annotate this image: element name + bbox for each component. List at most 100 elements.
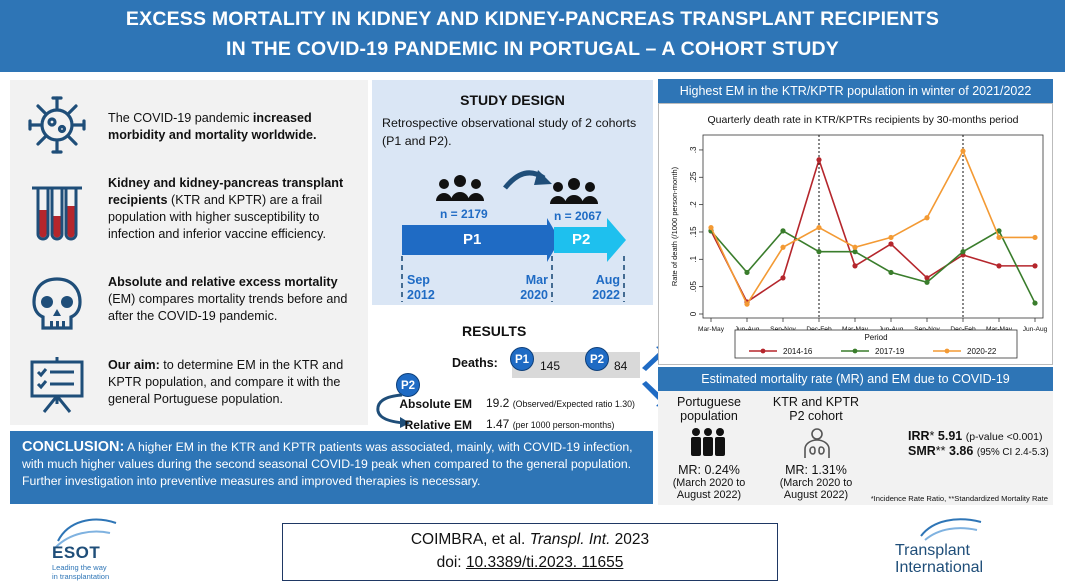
deaths-label: Deaths: bbox=[452, 356, 498, 370]
series-point-2020-22 bbox=[816, 224, 822, 231]
chart-panel: Quarterly death rate in KTR/KPTRs recipi… bbox=[658, 103, 1053, 365]
y-tick-label: .15 bbox=[689, 226, 698, 238]
series-point-2020-22 bbox=[924, 215, 930, 221]
chart-header: Highest EM in the KTR/KPTR population in… bbox=[658, 79, 1053, 103]
citation-box: COIMBRA, et al. Transpl. Int. 2023 doi: … bbox=[282, 523, 778, 581]
virus-icon bbox=[28, 96, 86, 154]
portuguese-mr-period: (March 2020 to August 2022) bbox=[672, 477, 746, 501]
series-point-2017-19 bbox=[888, 269, 894, 276]
series-point-2017-19 bbox=[744, 269, 750, 276]
portuguese-population-label: Portuguese population bbox=[677, 395, 741, 423]
portuguese-mr: MR: 0.24% bbox=[678, 463, 740, 477]
series-point-2014-16 bbox=[780, 275, 786, 281]
x-tick-label: Jun-Aug bbox=[879, 326, 904, 333]
series-point-2017-19 bbox=[780, 228, 786, 234]
series-point-2020-22 bbox=[996, 234, 1002, 241]
p2-result-badge: P2 bbox=[396, 373, 420, 397]
background-text-3: Absolute and relative excess mortality (… bbox=[108, 275, 348, 323]
p2-badge: P2 bbox=[585, 347, 609, 371]
series-point-2014-16 bbox=[996, 263, 1002, 269]
legend-swatch-point bbox=[852, 348, 858, 354]
patient-kidney-icon bbox=[804, 428, 830, 458]
chart-title: Quarterly death rate in KTR/KPTRs recipi… bbox=[707, 114, 1018, 126]
conclusion-text: A higher EM in the KTR and KPTR patients… bbox=[22, 440, 633, 488]
x-tick-label: Jun-Aug bbox=[1023, 326, 1048, 333]
series-point-2020-22 bbox=[852, 244, 858, 250]
conclusion-panel: CONCLUSION: A higher EM in the KTR and K… bbox=[10, 431, 653, 504]
population-icon bbox=[691, 428, 725, 456]
y-tick-label: .05 bbox=[689, 281, 698, 293]
header-banner: EXCESS MORTALITY IN KIDNEY AND KIDNEY-PA… bbox=[0, 0, 1065, 72]
people-icon-p1 bbox=[436, 175, 484, 201]
background-panel: The COVID-19 pandemic increased morbidit… bbox=[10, 80, 368, 425]
p1-badge: P1 bbox=[510, 347, 534, 371]
p1-n: n = 2179 bbox=[440, 207, 488, 221]
esot-tagline: Leading the way in transplantation bbox=[52, 563, 110, 581]
curved-bracket-icon bbox=[376, 393, 410, 428]
series-point-2017-19 bbox=[960, 249, 966, 255]
smr-result: SMR** 3.86 (95% CI 2.4-5.3) bbox=[908, 444, 1049, 458]
esot-hand-icon bbox=[55, 518, 117, 548]
p2-label: P2 bbox=[572, 231, 591, 248]
ti-hand-icon bbox=[920, 518, 982, 541]
plot-frame bbox=[702, 134, 1044, 319]
doi-line: doi: 10.3389/ti.2023. 11655 bbox=[436, 554, 624, 571]
legend-box bbox=[734, 329, 1018, 359]
background-text-2: Kidney and kidney-pancreas transplant re… bbox=[108, 176, 344, 241]
series-point-2017-19 bbox=[996, 228, 1002, 234]
series-point-2020-22 bbox=[780, 244, 786, 250]
background-item-3: Absolute and relative excess mortality (… bbox=[10, 268, 368, 342]
study-design-title: STUDY DESIGN bbox=[460, 92, 565, 108]
background-text-4: Our aim: to determine EM in the KTR and … bbox=[108, 358, 344, 406]
series-point-2014-16 bbox=[888, 241, 894, 247]
test-tubes-icon bbox=[32, 186, 82, 241]
series-point-2014-16 bbox=[924, 275, 930, 281]
people-icon-p2 bbox=[550, 178, 598, 204]
series-point-2014-16 bbox=[1032, 263, 1038, 269]
title-line-1: EXCESS MORTALITY IN KIDNEY AND KIDNEY-PA… bbox=[125, 8, 940, 30]
x-tick-label: Sep-Nov bbox=[770, 326, 796, 333]
ktr-cohort-label: KTR and KPTR P2 cohort bbox=[772, 395, 860, 423]
title-line-2: IN THE COVID-19 PANDEMIC IN PORTUGAL – A… bbox=[226, 38, 839, 60]
p1-label: P1 bbox=[463, 231, 482, 248]
legend-swatch-point bbox=[760, 348, 766, 354]
series-point-2017-19 bbox=[1032, 300, 1038, 306]
y-tick-label: .3 bbox=[689, 146, 698, 153]
presentation-checklist-icon bbox=[30, 357, 84, 413]
relative-em-label: Relative EM bbox=[404, 418, 472, 432]
absolute-em-value: 19.2 (Observed/Expected ratio 1.30) bbox=[486, 396, 635, 410]
background-item-4: Our aim: to determine EM in the KTR and … bbox=[10, 348, 368, 424]
y-tick-label: 0 bbox=[689, 311, 698, 316]
y-tick-label: .2 bbox=[689, 201, 698, 208]
legend-title: Period bbox=[864, 333, 887, 342]
x-tick-label: Mar-May bbox=[986, 326, 1013, 333]
mr-panel: Portuguese population MR: 0.24% (March 20… bbox=[658, 391, 1053, 505]
series-point-2020-22 bbox=[888, 234, 894, 241]
irr-result: IRR* 5.91 (p-value <0.001) bbox=[908, 429, 1043, 443]
background-item-1: The COVID-19 pandemic increased morbidit… bbox=[10, 88, 368, 166]
series-point-2014-16 bbox=[816, 157, 822, 163]
mr-footnote: *Incidence Rate Ratio, **Standardized Mo… bbox=[870, 494, 1048, 503]
x-tick-label: Dec-Feb bbox=[950, 326, 976, 333]
study-design-panel: STUDY DESIGN Retrospective observational… bbox=[372, 80, 653, 305]
citation-line: COIMBRA, et al. Transpl. Int. 2023 bbox=[410, 531, 650, 548]
timeline-diagram bbox=[401, 170, 626, 302]
p2-n: n = 2067 bbox=[554, 209, 602, 223]
series-point-2020-22 bbox=[708, 224, 714, 231]
y-axis-label: Rate of death (/1000 person-month) bbox=[670, 166, 679, 286]
y-tick-label: .25 bbox=[689, 171, 698, 183]
doi-link[interactable]: 10.3389/ti.2023. 11655 bbox=[465, 554, 624, 571]
mr-header: Estimated mortality rate (MR) and EM due… bbox=[658, 367, 1053, 391]
legend-swatch-point bbox=[944, 348, 950, 354]
series-point-2017-19 bbox=[924, 279, 930, 285]
series-point-2017-19 bbox=[816, 249, 822, 255]
skull-icon bbox=[32, 277, 82, 330]
y-tick-label: .1 bbox=[689, 255, 698, 262]
legend-label: 2017-19 bbox=[875, 347, 905, 356]
p1-deaths: 145 bbox=[540, 359, 561, 373]
mid-date: Mar 2020 bbox=[520, 273, 548, 302]
conclusion-label: CONCLUSION: bbox=[22, 439, 125, 455]
series-point-2020-22 bbox=[1032, 234, 1038, 241]
start-date: Sep 2012 bbox=[407, 273, 435, 302]
transplant-international-logo: Transplant International bbox=[895, 514, 1055, 584]
